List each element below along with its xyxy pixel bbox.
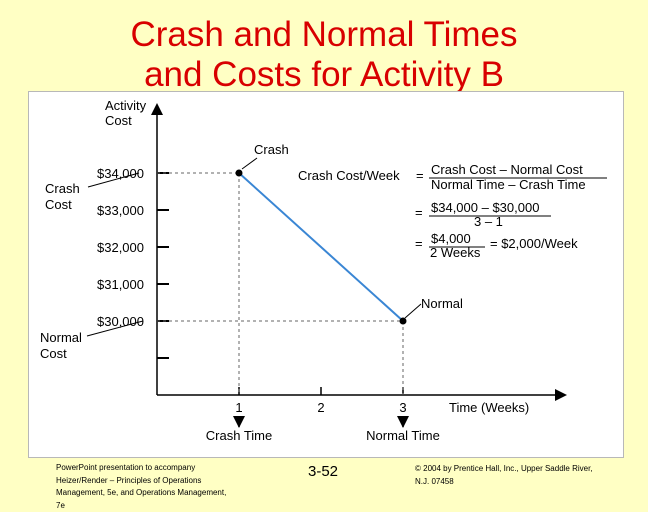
point-label-normal: Normal: [421, 296, 463, 311]
formula-eq-3: =: [415, 236, 423, 251]
data-point-normal: [400, 318, 407, 325]
x-tick-label: 3: [399, 400, 406, 415]
footer-left: PowerPoint presentation to accompany Hei…: [56, 462, 296, 512]
footer-left-line: Management, 5e, and Operations Managemen…: [56, 487, 296, 500]
footer-left-line: Heizer/Render – Principles of Operations: [56, 475, 296, 488]
y-marker-label-line: Cost: [45, 197, 72, 212]
formula-result: = $2,000/Week: [490, 236, 578, 251]
y-tick-label: $33,000: [97, 203, 144, 218]
cost-slope-line: [239, 173, 403, 321]
formula-eq-1: =: [416, 168, 424, 183]
y-marker-label-line: Cost: [40, 346, 67, 361]
x-marker-label: Crash Time: [206, 428, 272, 443]
y-tick-label: $32,000: [97, 240, 144, 255]
point-label-crash: Crash: [254, 142, 289, 157]
formula-2-denominator: 3 – 1: [474, 214, 503, 229]
x-marker-label: Normal Time: [366, 428, 440, 443]
x-tick-label: 2: [317, 400, 324, 415]
y-axis-title-line: Cost: [105, 113, 132, 128]
y-tick-label: $31,000: [97, 277, 144, 292]
x-tick-label: 1: [235, 400, 242, 415]
slide-title-line-2: and Costs for Activity B: [0, 56, 648, 94]
formula-2-numerator: $34,000 – $30,000: [431, 200, 539, 215]
point-leader-line: [242, 158, 257, 169]
y-marker-label-line: Crash: [45, 181, 80, 196]
footer-right-line: N.J. 07458: [415, 475, 645, 488]
footer-right-line: © 2004 by Prentice Hall, Inc., Upper Sad…: [415, 462, 645, 475]
formula-eq-2: =: [415, 205, 423, 220]
data-point-crash: [236, 170, 243, 177]
slide-page-number: 3-52: [308, 463, 338, 480]
point-leader-line: [405, 304, 421, 318]
formula-1-denominator: Normal Time – Crash Time: [431, 177, 586, 192]
formula-3-numerator: $4,000: [431, 231, 471, 246]
slide-title-line-1: Crash and Normal Times: [0, 16, 648, 54]
formula-1-numerator: Crash Cost – Normal Cost: [431, 162, 583, 177]
y-marker-label-line: Normal: [40, 330, 82, 345]
footer-left-line: PowerPoint presentation to accompany: [56, 462, 296, 475]
y-axis-title-line: Activity: [105, 98, 147, 113]
formula-3-denominator: 2 Weeks: [430, 245, 481, 260]
footer-right: © 2004 by Prentice Hall, Inc., Upper Sad…: [415, 462, 645, 488]
formula-lhs: Crash Cost/Week: [298, 168, 400, 183]
x-axis-title: Time (Weeks): [449, 400, 529, 415]
footer-left-line: 7e: [56, 500, 296, 512]
